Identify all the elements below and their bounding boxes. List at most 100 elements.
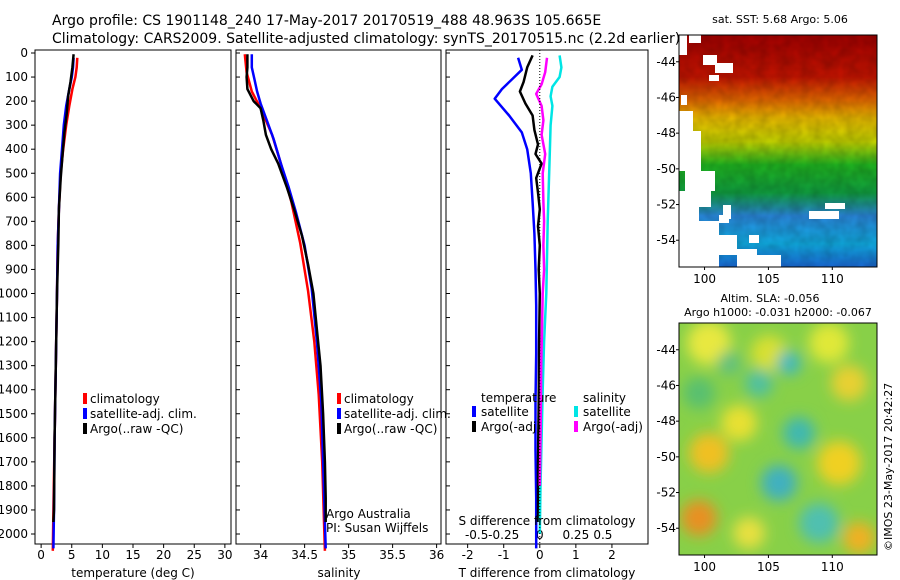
top-tick-label: 0 <box>536 528 544 542</box>
sla-map-title2: Argo h1000: -0.031 h2000: -0.067 <box>684 306 872 319</box>
cloud-mask <box>691 153 701 165</box>
cloud-mask <box>679 35 687 55</box>
sla-anomaly <box>745 369 773 397</box>
depth-tick-label: 1900 <box>0 503 28 517</box>
legend-label-climatology: climatology <box>90 392 160 406</box>
sla-anomaly <box>687 323 731 365</box>
sla-anomaly <box>689 433 729 473</box>
depth-tick-label: 1700 <box>0 455 28 469</box>
sla-anomalies <box>681 323 875 554</box>
lat-tick-label: -46 <box>656 90 676 104</box>
lon-tick-label: 100 <box>693 560 716 574</box>
depth-tick-label: 0 <box>20 46 28 60</box>
x-tick-label: 5 <box>68 548 76 562</box>
lon-tick-label: 105 <box>757 560 780 574</box>
sst-missing-data <box>679 35 845 267</box>
legend-label-s-argo: Argo(-adj) <box>583 420 643 434</box>
legend-swatch-argo <box>337 423 341 434</box>
sla-anomaly <box>817 441 861 485</box>
x-tick-label: 0 <box>536 548 544 562</box>
series-line-s-satellite <box>538 55 563 535</box>
depth-tick-label: 1300 <box>0 359 28 373</box>
legend-label-argo: Argo(..raw -QC) <box>344 422 437 436</box>
depth-tick-label: 100 <box>5 70 28 84</box>
cloud-mask <box>737 249 757 267</box>
x-tick-label: 34.5 <box>291 548 318 562</box>
depth-tick-label: 600 <box>5 190 28 204</box>
sla-anomaly <box>733 517 765 549</box>
sla-anomaly <box>681 500 717 536</box>
imos-footer: ©IMOS 23-May-2017 20:42:27 <box>882 383 895 551</box>
salinity-xlabel: salinity <box>317 566 360 580</box>
legend-label-t-satellite: satellite <box>481 405 529 419</box>
legend-label-climatology: climatology <box>344 392 414 406</box>
sla-anomaly <box>799 503 839 543</box>
cloud-mask <box>703 55 717 65</box>
lat-tick-label: -52 <box>656 198 676 212</box>
depth-tick-label: 900 <box>5 262 28 276</box>
legend-label-satellite: satellite-adj. clim. <box>90 407 197 421</box>
lat-tick-label: -48 <box>656 414 676 428</box>
sla-anomaly <box>761 465 797 501</box>
depth-tick-label: 200 <box>5 94 28 108</box>
temperature-axis: 0 5 10 15 20 25 30 <box>37 544 233 562</box>
x-tick-label: 1 <box>572 548 580 562</box>
depth-tick-label: 1500 <box>0 407 28 421</box>
header-line2: Climatology: CARS2009. Satellite-adjuste… <box>52 31 680 47</box>
top-tick-label: -0.25 <box>488 528 519 542</box>
sla-anomaly <box>783 417 815 449</box>
difference-xlabel: T difference from climatology <box>458 566 636 580</box>
sla-anomaly <box>809 323 849 363</box>
salinity-panel-frame <box>235 49 442 545</box>
lat-tick-label: -50 <box>656 162 676 176</box>
cloud-mask <box>679 221 719 267</box>
difference-top-label: S difference from climatology <box>459 514 636 528</box>
cloud-mask <box>715 63 733 73</box>
depth-tick-label: 1400 <box>0 383 28 397</box>
depth-tick-label: 1100 <box>0 311 28 325</box>
legend-title-salinity: salinity <box>583 391 626 405</box>
legend-swatch-climatology <box>83 393 87 404</box>
lon-tick-label: 105 <box>757 272 780 286</box>
sst-map-axis: -44 -46 -48 -50 -52 -54 100 105 110 <box>656 55 843 286</box>
sla-map-frame <box>678 322 878 556</box>
series-line-argo-raw-qc- <box>245 54 327 522</box>
lat-tick-label: -50 <box>656 450 676 464</box>
depth-tick-label: 1200 <box>0 335 28 349</box>
depth-axis: 0 100 200 300 400 500 600 700 800 900 1000 1100 1200… <box>0 46 450 541</box>
temperature-lines <box>51 54 79 551</box>
difference-lines <box>493 50 563 549</box>
depth-tick-label: 1000 <box>0 287 28 301</box>
cloud-mask <box>757 255 781 267</box>
series-line-satellite-adj-clim- <box>250 54 327 549</box>
legend-label-s-satellite: satellite <box>583 405 631 419</box>
x-tick-label: -2 <box>462 548 474 562</box>
credit-argo-australia: Argo Australia <box>326 507 411 521</box>
legend-swatch-argo <box>83 423 87 434</box>
top-tick-label: -0.5 <box>465 528 488 542</box>
cloud-mask <box>681 95 687 105</box>
temperature-legend: climatology satellite-adj. clim. Argo(..… <box>83 392 197 436</box>
difference-panel-frame <box>445 49 649 545</box>
sla-map-axis: -44 -46 -48 -50 -52 -54 100 105 110 <box>656 343 843 574</box>
x-tick-label: 0 <box>37 548 45 562</box>
lat-tick-label: -44 <box>656 343 676 357</box>
legend-swatch-climatology <box>337 393 341 404</box>
lat-tick-label: -48 <box>656 126 676 140</box>
salinity-lines <box>243 54 327 551</box>
difference-axis: -2 -1 0 1 2 -0.5 -0.25 0 0.25 0.5 <box>462 528 616 562</box>
sst-map-title: sat. SST: 5.68 Argo: 5.06 <box>712 13 848 26</box>
x-tick-label: 20 <box>156 548 171 562</box>
cloud-mask <box>749 235 759 243</box>
cloud-mask <box>689 35 701 43</box>
legend-swatch-t-satellite <box>472 406 476 417</box>
cloud-mask <box>809 211 839 219</box>
cloud-mask <box>679 111 693 131</box>
x-tick-label: 15 <box>125 548 140 562</box>
cloud-mask <box>699 185 711 207</box>
lat-tick-label: -54 <box>656 521 676 535</box>
cloud-mask <box>723 205 731 219</box>
depth-tick-label: 700 <box>5 214 28 228</box>
sst-map-frame <box>678 34 878 268</box>
